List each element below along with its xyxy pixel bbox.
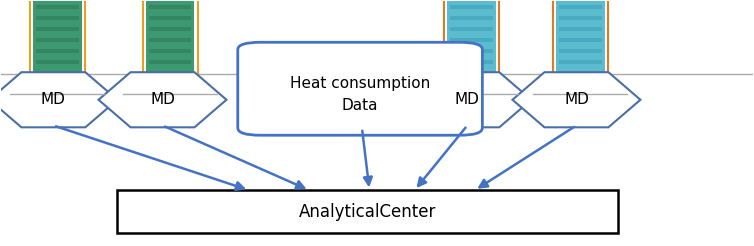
Text: Data: Data xyxy=(342,98,379,113)
Bar xyxy=(559,27,602,31)
Bar xyxy=(149,82,192,86)
Bar xyxy=(35,49,78,53)
Bar xyxy=(449,82,492,86)
Bar xyxy=(559,38,602,42)
Bar xyxy=(149,60,192,64)
Bar xyxy=(443,0,498,92)
Text: MD: MD xyxy=(564,92,589,107)
Text: Heat consumption: Heat consumption xyxy=(290,76,431,91)
Text: MD: MD xyxy=(41,92,66,107)
Bar xyxy=(449,71,492,75)
Bar xyxy=(559,82,602,86)
Bar xyxy=(449,27,492,31)
Bar xyxy=(35,60,78,64)
Bar xyxy=(149,16,192,20)
Bar xyxy=(32,0,81,91)
Bar xyxy=(35,38,78,42)
Polygon shape xyxy=(99,72,226,127)
Text: MD: MD xyxy=(455,92,480,107)
Bar xyxy=(149,5,192,9)
Bar xyxy=(149,49,192,53)
Polygon shape xyxy=(403,72,532,127)
Bar xyxy=(35,82,78,86)
Bar xyxy=(446,0,495,91)
Bar xyxy=(35,5,78,9)
Bar xyxy=(149,27,192,31)
Bar xyxy=(559,49,602,53)
FancyBboxPatch shape xyxy=(437,85,504,95)
FancyBboxPatch shape xyxy=(136,85,204,95)
Text: MD: MD xyxy=(150,92,175,107)
Bar xyxy=(559,71,602,75)
Bar xyxy=(449,5,492,9)
Bar xyxy=(143,0,198,92)
Bar xyxy=(559,5,602,9)
Bar xyxy=(35,27,78,31)
FancyBboxPatch shape xyxy=(547,85,614,95)
Bar xyxy=(149,71,192,75)
Bar xyxy=(559,16,602,20)
Bar xyxy=(118,190,618,233)
Polygon shape xyxy=(513,72,640,127)
Bar xyxy=(146,0,195,91)
Bar xyxy=(449,16,492,20)
FancyBboxPatch shape xyxy=(23,85,90,95)
Bar xyxy=(35,71,78,75)
FancyBboxPatch shape xyxy=(238,42,483,135)
Bar xyxy=(449,38,492,42)
Bar xyxy=(449,60,492,64)
Bar xyxy=(559,60,602,64)
Bar xyxy=(449,49,492,53)
Bar xyxy=(553,0,608,92)
Text: AnalyticalCenter: AnalyticalCenter xyxy=(299,203,437,221)
Bar xyxy=(35,16,78,20)
Bar xyxy=(149,38,192,42)
Bar xyxy=(29,0,84,92)
Polygon shape xyxy=(0,72,118,127)
Bar xyxy=(556,0,605,91)
